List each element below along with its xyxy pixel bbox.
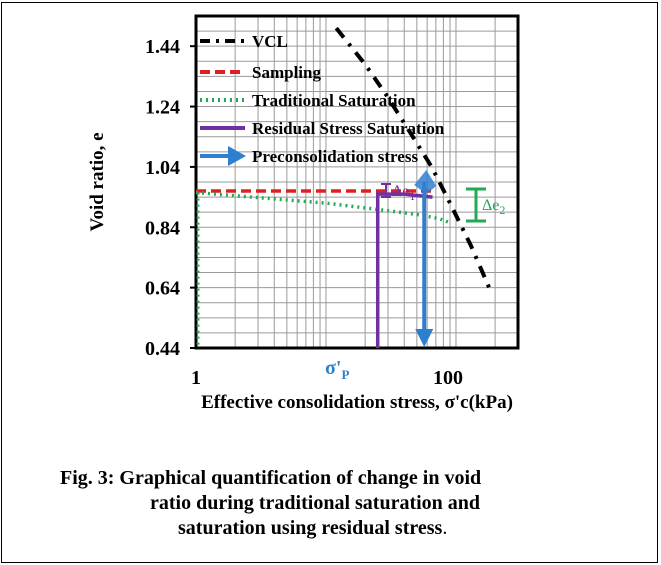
sigma-p-annotation: σ'P bbox=[325, 357, 349, 382]
y-axis-title: Void ratio, e bbox=[87, 132, 108, 231]
legend-item-vcl: VCL bbox=[200, 32, 288, 51]
legend: VCL Sampling Traditional Saturation Resi… bbox=[200, 32, 445, 166]
caption-line-1: Fig. 3: Graphical quantification of chan… bbox=[60, 467, 482, 489]
legend-label-vcl: VCL bbox=[252, 32, 288, 51]
legend-label-residual-stress-saturation: Residual Stress Saturation bbox=[252, 119, 445, 138]
series-line-traditional-saturation bbox=[195, 190, 451, 225]
series-layer bbox=[195, 26, 491, 348]
caption-line-2: ratio during traditional saturation and bbox=[150, 492, 481, 514]
preconsolidation-arrowhead-icon bbox=[415, 328, 434, 347]
y-tick-label: 0.44 bbox=[145, 338, 180, 360]
caption-period: . bbox=[442, 517, 448, 539]
y-tick-label: 1.44 bbox=[145, 36, 180, 58]
x-tick-label: 100 bbox=[433, 367, 463, 389]
legend-item-preconsolidation-stress: Preconsolidation stress bbox=[200, 146, 418, 166]
delta-e2-label: Δe2 bbox=[482, 197, 505, 217]
legend-item-sampling: Sampling bbox=[200, 63, 321, 82]
y-tick-label: 0.64 bbox=[145, 278, 180, 300]
legend-label-preconsolidation-stress: Preconsolidation stress bbox=[252, 147, 418, 166]
y-tick-label: 0.84 bbox=[145, 217, 180, 239]
x-axis-title: Effective consolidation stress, σ'c(kPa) bbox=[201, 392, 513, 413]
series-line-residual-stress-saturation bbox=[375, 192, 433, 348]
caption-line-3: saturation using residual stress. bbox=[30, 516, 630, 541]
legend-item-residual-stress-saturation: Residual Stress Saturation bbox=[200, 119, 445, 138]
figure-caption: Fig. 3: Graphical quantification of chan… bbox=[30, 466, 630, 541]
y-tick-label: 1.04 bbox=[145, 157, 180, 179]
sigma-p-subscript: P bbox=[341, 367, 349, 382]
plot-area bbox=[194, 14, 520, 350]
delta-e1-subscript: 1 bbox=[409, 189, 415, 203]
series-line-vcl bbox=[334, 26, 491, 289]
delta-e1-label: Δe1 bbox=[392, 183, 415, 203]
grid-lines bbox=[195, 15, 519, 349]
legend-arrowhead-icon bbox=[228, 146, 246, 166]
legend-label-sampling: Sampling bbox=[252, 63, 321, 82]
chart: 1.44 1.24 1.04 0.84 0.64 0.44 1 100 Effective c… bbox=[87, 14, 520, 413]
sigma-p-label: σ'P bbox=[325, 357, 349, 382]
tick-labels: 1.44 1.24 1.04 0.84 0.64 0.44 1 100 bbox=[145, 36, 463, 389]
legend-label-traditional-saturation: Traditional Saturation bbox=[252, 91, 416, 110]
legend-item-traditional-saturation: Traditional Saturation bbox=[200, 91, 416, 110]
caption-line-3-text: saturation using residual stress bbox=[178, 517, 443, 539]
delta-e2-subscript: 2 bbox=[499, 203, 505, 217]
preconsolidation-point-marker bbox=[414, 170, 437, 194]
x-tick-label: 1 bbox=[191, 367, 201, 389]
delta-e1-annotation: Δe1 bbox=[381, 183, 415, 203]
y-tick-label: 1.24 bbox=[145, 97, 180, 119]
delta-e2-annotation: Δe2 bbox=[466, 187, 505, 223]
